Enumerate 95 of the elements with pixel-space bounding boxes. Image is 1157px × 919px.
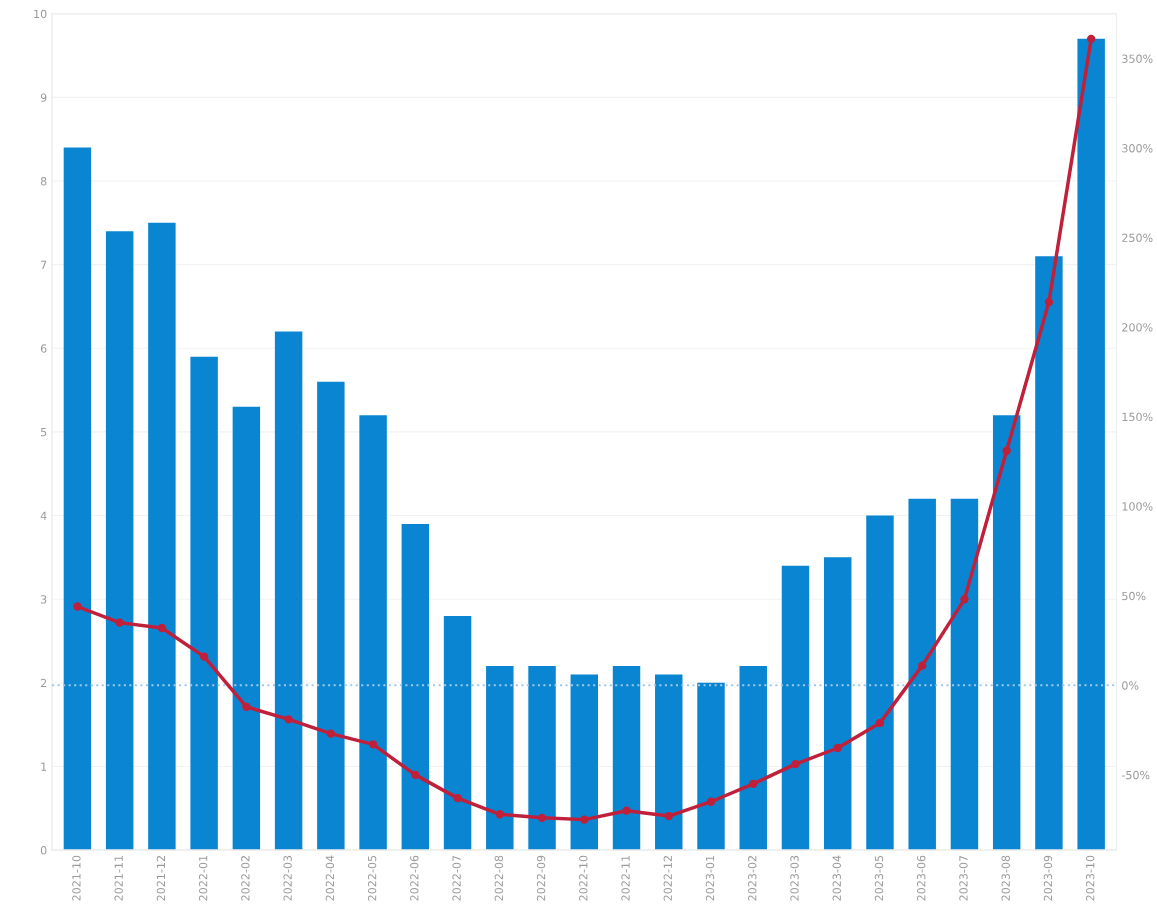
point <box>537 813 547 823</box>
bar <box>190 356 218 851</box>
x-tick-label: 2023-10 <box>1085 855 1095 901</box>
x-tick-label: 2022-12 <box>663 856 672 901</box>
x-tick-label: 2023-09 <box>1043 855 1053 901</box>
point <box>918 661 927 670</box>
point <box>960 595 969 604</box>
bar <box>274 331 303 851</box>
x-tick-label: 2023-07 <box>959 855 968 901</box>
y2-tick-label: 100% <box>1122 502 1153 511</box>
bar <box>655 674 683 851</box>
y-tick-label: 2 <box>40 678 47 688</box>
x-tick-label: 2022-05 <box>367 855 377 901</box>
y2-tick-label: 150% <box>1122 412 1153 422</box>
y-tick-label: 4 <box>40 511 47 520</box>
point <box>453 793 462 803</box>
x-tick-label: 2023-01 <box>705 855 715 901</box>
x-tick-label: 2022-07 <box>452 855 461 901</box>
point <box>1086 34 1096 44</box>
x-tick-label: 2021-12 <box>156 856 166 901</box>
point <box>495 810 504 819</box>
y2-tick-label: 250% <box>1122 233 1153 243</box>
y2-tick-label: -50% <box>1121 770 1150 780</box>
x-tick-label: 2023-03 <box>790 855 799 901</box>
bar <box>781 565 810 851</box>
bar <box>443 615 472 851</box>
bar <box>950 498 979 851</box>
point <box>368 740 378 749</box>
point <box>199 652 209 661</box>
point <box>833 743 842 753</box>
bar <box>317 381 345 851</box>
y2-tick-label: 300% <box>1122 144 1153 153</box>
point <box>1044 297 1054 307</box>
y-tick-label: 8 <box>40 177 47 186</box>
bar <box>1077 38 1105 851</box>
x-tick-label: 2022-01 <box>198 855 208 901</box>
x-tick-label: 2022-11 <box>621 855 630 901</box>
x-tick-label: 2023-05 <box>874 855 884 901</box>
bar <box>908 498 936 851</box>
x-tick-label: 2022-02 <box>241 856 250 901</box>
x-tick-label: 2022-06 <box>410 855 419 901</box>
point <box>411 770 420 780</box>
y-tick-label: 5 <box>40 428 47 437</box>
bar <box>148 222 176 851</box>
bar <box>992 415 1021 851</box>
bar <box>739 666 767 851</box>
y2-tick-label: 350% <box>1122 54 1153 63</box>
x-tick-label: 2021-11 <box>114 855 123 901</box>
point <box>284 715 293 724</box>
y-tick-label: 1 <box>41 762 47 771</box>
x-tick-label: 2022-09 <box>536 855 546 901</box>
point <box>73 602 82 611</box>
point <box>664 811 673 821</box>
bar <box>486 666 514 851</box>
point <box>326 729 336 738</box>
point <box>749 779 758 788</box>
y-tick-label: 0 <box>40 846 47 855</box>
y2-tick-label: 50% <box>1122 591 1146 601</box>
y2-tick-label: 200% <box>1122 323 1153 332</box>
bar <box>1035 256 1063 851</box>
y2-tick-label: 0% <box>1122 681 1139 690</box>
point <box>622 806 631 815</box>
point <box>580 815 589 824</box>
y-tick-label: 7 <box>41 260 47 269</box>
bar <box>232 406 261 851</box>
bar <box>612 666 641 851</box>
x-tick-label: 2023-04 <box>832 855 841 901</box>
y-tick-label: 9 <box>40 93 47 102</box>
x-tick-label: 2023-08 <box>1001 855 1010 901</box>
bar <box>359 415 387 851</box>
bar <box>866 515 894 851</box>
bar <box>528 666 556 851</box>
point <box>791 759 800 769</box>
x-tick-label: 2022-10 <box>579 855 588 901</box>
point <box>157 623 167 633</box>
point <box>115 618 124 627</box>
point <box>875 718 885 728</box>
point <box>242 702 251 711</box>
x-tick-label: 2022-04 <box>325 855 335 901</box>
bar <box>105 231 134 851</box>
y-tick-label: 3 <box>40 595 47 604</box>
y-tick-label: 10 <box>34 9 47 19</box>
bar <box>63 147 92 851</box>
point <box>706 797 716 806</box>
point <box>1002 446 1011 455</box>
x-tick-label: 2023-02 <box>748 856 757 901</box>
x-tick-label: 2022-08 <box>494 855 504 901</box>
bar <box>401 523 430 851</box>
bar <box>824 557 852 851</box>
y-tick-label: 6 <box>40 344 47 353</box>
bar <box>697 682 725 851</box>
x-tick-label: 2022-03 <box>283 855 292 901</box>
bar <box>570 674 599 851</box>
x-tick-label: 2021-10 <box>72 855 81 901</box>
x-tick-label: 2023-06 <box>917 855 926 901</box>
